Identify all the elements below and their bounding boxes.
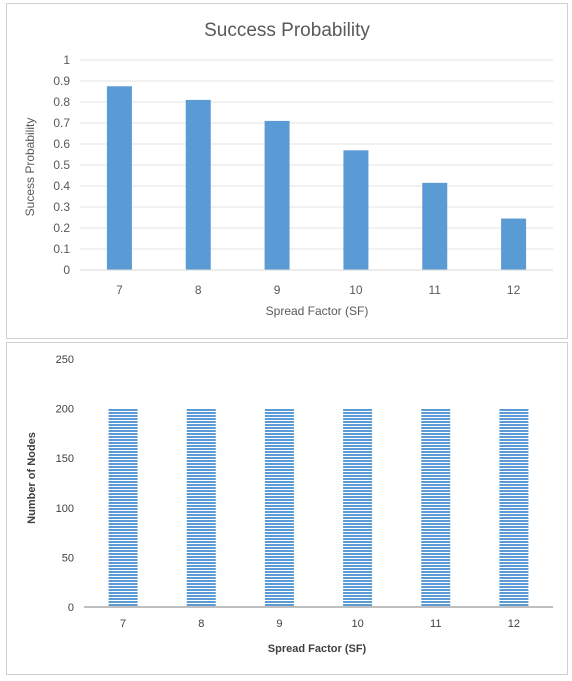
chart-2-y-tick-label: 50 bbox=[62, 552, 74, 564]
chart-2-y-tick-label: 0 bbox=[68, 602, 74, 614]
chart-2-bar bbox=[108, 408, 138, 607]
chart-2-x-tick-label: 10 bbox=[351, 618, 363, 630]
chart-1-x-axis-label: Spread Factor (SF) bbox=[266, 304, 369, 318]
chart-1-bar bbox=[422, 182, 448, 270]
chart-1-y-tick-label: 0.3 bbox=[53, 200, 70, 214]
chart-2-x-tick-label: 7 bbox=[120, 618, 126, 630]
chart-1-y-tick-label: 1 bbox=[63, 53, 70, 67]
chart-1-svg: Success Probability 0 0.1 0.2 0.3 0.4 0.5 0.6 0… bbox=[23, 20, 553, 318]
chart-1-y-tick-label: 0.7 bbox=[53, 116, 70, 130]
chart-1-y-tick-label: 0.8 bbox=[53, 95, 70, 109]
chart-1-bar bbox=[106, 86, 132, 270]
chart-1-x-tick-label: 7 bbox=[116, 283, 123, 297]
chart-1-x-tick-label: 10 bbox=[349, 283, 363, 297]
chart-2-bar bbox=[264, 408, 294, 607]
chart-2-y-tick-label: 200 bbox=[56, 404, 74, 416]
chart-1-bar bbox=[264, 120, 290, 271]
chart-2-y-tick-label: 150 bbox=[56, 453, 74, 465]
chart-1-y-tick-label: 0.1 bbox=[53, 242, 70, 256]
chart-1-bar bbox=[343, 150, 369, 270]
chart-2-bar bbox=[421, 408, 451, 607]
chart-1-y-tick-label: 0.4 bbox=[53, 179, 70, 193]
chart-2-x-tick-label: 12 bbox=[508, 618, 520, 630]
chart-2-bar bbox=[186, 408, 216, 607]
chart-2-svg: 0 50 100 150 200 250 7 8 9 10 11 12 Spread Factor … bbox=[26, 354, 553, 655]
number-of-nodes-chart: 0 50 100 150 200 250 7 8 9 10 11 12 Spread Factor … bbox=[6, 342, 568, 675]
chart-2-x-axis-label: Spread Factor (SF) bbox=[268, 643, 367, 655]
chart-1-x-tick-label: 12 bbox=[507, 283, 521, 297]
chart-2-y-axis-label: Number of Nodes bbox=[26, 432, 38, 524]
chart-2-x-tick-label: 11 bbox=[430, 618, 441, 630]
chart-1-y-tick-label: 0.6 bbox=[53, 137, 70, 151]
chart-2-y-tick-label: 250 bbox=[56, 354, 74, 366]
chart-1-title: Success Probability bbox=[204, 20, 370, 41]
chart-1-y-tick-label: 0.2 bbox=[53, 221, 70, 235]
chart-1-y-tick-label: 0.9 bbox=[53, 74, 70, 88]
chart-1-y-tick-label: 0 bbox=[63, 263, 70, 277]
success-probability-chart: Success Probability 0 0.1 0.2 0.3 0.4 0.5 0.6 0… bbox=[6, 3, 568, 339]
chart-1-x-tick-label: 8 bbox=[195, 283, 202, 297]
chart-2-bar bbox=[499, 408, 529, 607]
chart-1-x-tick-label: 9 bbox=[274, 283, 281, 297]
chart-2-x-tick-label: 8 bbox=[198, 618, 204, 630]
chart-1-bar bbox=[501, 218, 527, 270]
chart-1-bar bbox=[185, 99, 211, 271]
chart-2-y-tick-label: 100 bbox=[56, 503, 74, 515]
chart-2-x-tick-label: 9 bbox=[276, 618, 282, 630]
chart-1-y-axis-label: Sucess Probability bbox=[23, 118, 37, 217]
chart-1-y-tick-label: 0.5 bbox=[53, 158, 70, 172]
chart-1-x-tick-label: 11 bbox=[429, 283, 442, 297]
chart-2-bar bbox=[343, 408, 373, 607]
